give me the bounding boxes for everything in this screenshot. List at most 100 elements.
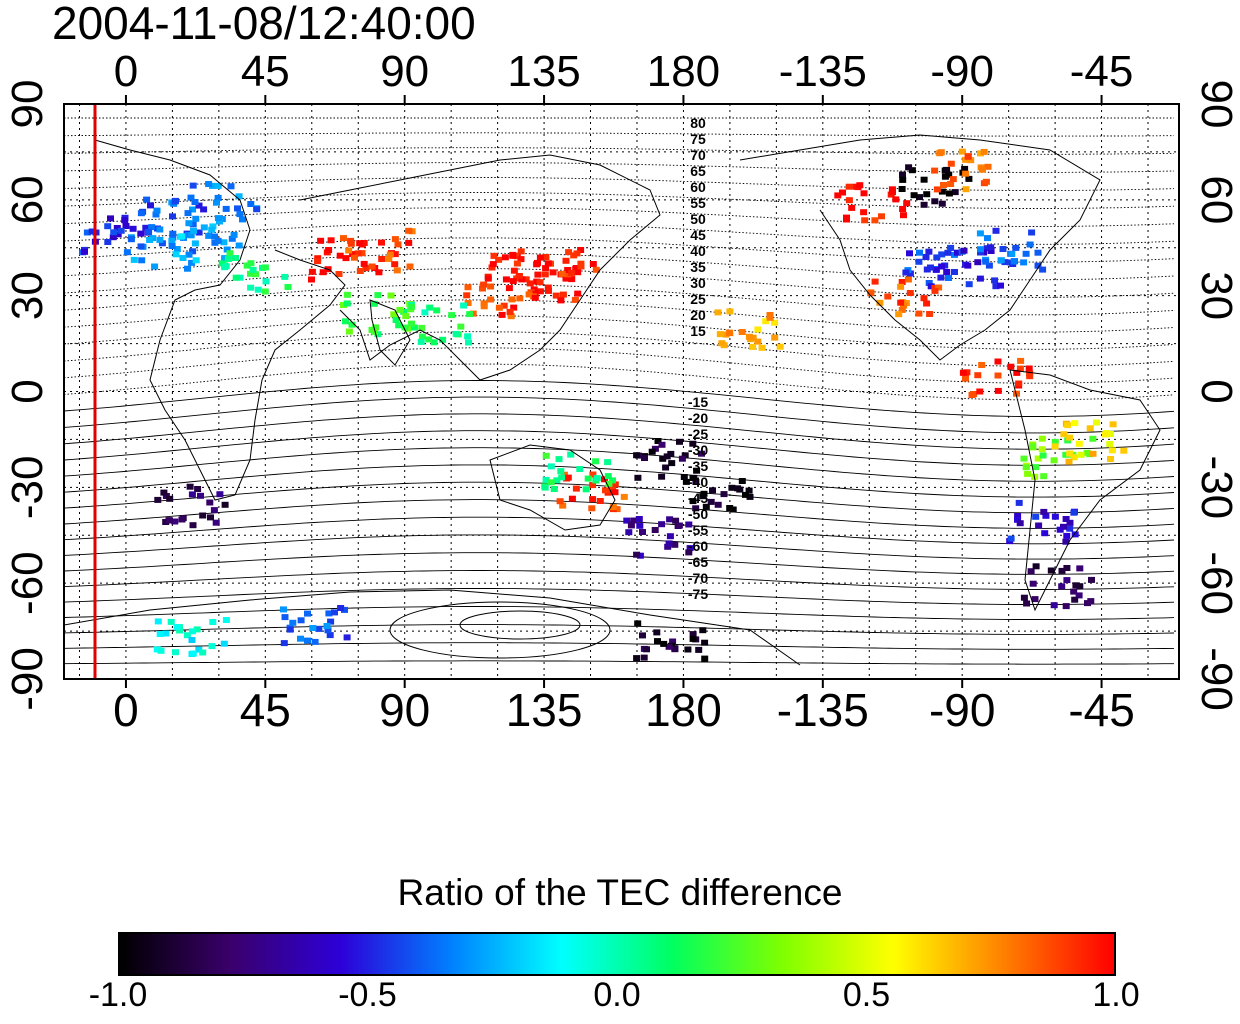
tec-cell [967, 157, 975, 164]
tec-cell [951, 269, 958, 275]
tec-cell [1031, 596, 1039, 603]
tec-cell [157, 647, 165, 654]
y-tick-label-left: -60 [3, 551, 52, 615]
contour-line [64, 299, 1175, 333]
tec-cell [584, 475, 592, 482]
contour-label-north: 40 [690, 243, 706, 259]
tec-cell [692, 478, 700, 485]
tec-cell [197, 492, 204, 499]
tec-cell [147, 202, 154, 209]
tec-cell [189, 650, 197, 657]
tec-cell [667, 450, 675, 457]
tec-cell [636, 552, 644, 559]
tec-cell [965, 175, 973, 182]
contour-label-south: -70 [688, 570, 708, 586]
tec-cell [549, 269, 557, 276]
tec-cell [903, 200, 911, 207]
tec-cell [235, 193, 243, 200]
tec-cell [171, 518, 179, 525]
tec-cell [658, 441, 666, 448]
x-tick-bottom [1100, 679, 1103, 688]
contour-label-north: 55 [690, 195, 706, 211]
contour-line [64, 192, 1175, 209]
tec-cell [1093, 419, 1101, 426]
tec-cell [845, 197, 853, 204]
tec-cell [172, 251, 180, 258]
tec-cell [130, 256, 138, 263]
tec-cell [542, 452, 550, 459]
tec-cell [156, 631, 164, 637]
tec-cell [378, 256, 386, 262]
colorbar-tick-label: 1.0 [1092, 976, 1140, 1014]
x-tick-top [961, 95, 964, 104]
tec-cell [156, 236, 164, 243]
contour-label-north: 60 [690, 179, 706, 195]
tec-cell [189, 206, 196, 213]
tec-cell [636, 522, 644, 529]
tec-cell [188, 259, 196, 266]
tec-cell [698, 450, 705, 457]
tec-cell [336, 252, 344, 259]
tec-cell [568, 269, 576, 276]
tec-cell [676, 438, 683, 445]
contour-label-south: -65 [688, 554, 708, 570]
tec-cell [937, 274, 945, 281]
tec-cell [372, 324, 380, 331]
tec-cell [247, 284, 255, 291]
tec-cell [1040, 508, 1048, 515]
tec-cell [425, 336, 433, 343]
x-tick-top [821, 95, 824, 104]
tec-cell [347, 240, 355, 247]
tec-cell [940, 182, 947, 188]
tec-cell [564, 267, 572, 273]
tec-cell [216, 218, 223, 225]
tec-cell [852, 183, 860, 190]
tec-cell [899, 206, 907, 212]
tec-cell [207, 514, 214, 521]
tec-cell [557, 297, 565, 304]
tec-cell [550, 486, 558, 492]
tec-cell [643, 646, 650, 653]
x-tick-bottom [264, 679, 267, 688]
tec-cell [188, 491, 196, 498]
tec-cell [289, 619, 297, 626]
x-tick-label-bottom: -135 [777, 684, 869, 736]
tec-cell [709, 487, 716, 494]
tec-cell [223, 246, 231, 253]
tec-cell [185, 251, 193, 258]
tec-cell [495, 256, 503, 263]
tec-cell [658, 473, 666, 480]
coastline-north-america [739, 134, 1101, 361]
tec-cell [884, 293, 892, 300]
y-tick-label-right: 30 [1192, 271, 1240, 320]
tec-cell [659, 455, 667, 462]
tec-cell [297, 617, 305, 624]
tec-cell [938, 188, 946, 195]
tec-cell [239, 216, 246, 223]
tec-cell [1058, 567, 1066, 574]
contour-line [64, 283, 1175, 316]
tec-cell [1062, 451, 1070, 458]
y-tick-label-left: -30 [3, 456, 52, 520]
x-tick-bottom [124, 679, 127, 688]
tec-cell [228, 235, 236, 242]
tec-cell [122, 223, 130, 229]
tec-cell [209, 619, 217, 625]
contour-label-south: -35 [688, 458, 708, 474]
tec-cell [148, 224, 156, 231]
tec-cell [633, 655, 641, 662]
colorbar-title: Ratio of the TEC difference [397, 872, 843, 913]
tec-cell [576, 466, 584, 472]
tec-cell [633, 452, 641, 459]
tec-cell [672, 517, 680, 524]
tec-cell [699, 627, 707, 634]
tec-cell [541, 484, 549, 491]
tec-cell [573, 250, 581, 257]
tec-cell [214, 182, 222, 189]
tec-cell [199, 512, 207, 519]
tec-cell [925, 280, 933, 286]
tec-cell [905, 164, 913, 171]
tec-cell [1062, 603, 1070, 610]
tec-cell [387, 292, 395, 299]
tec-cell [421, 309, 429, 316]
